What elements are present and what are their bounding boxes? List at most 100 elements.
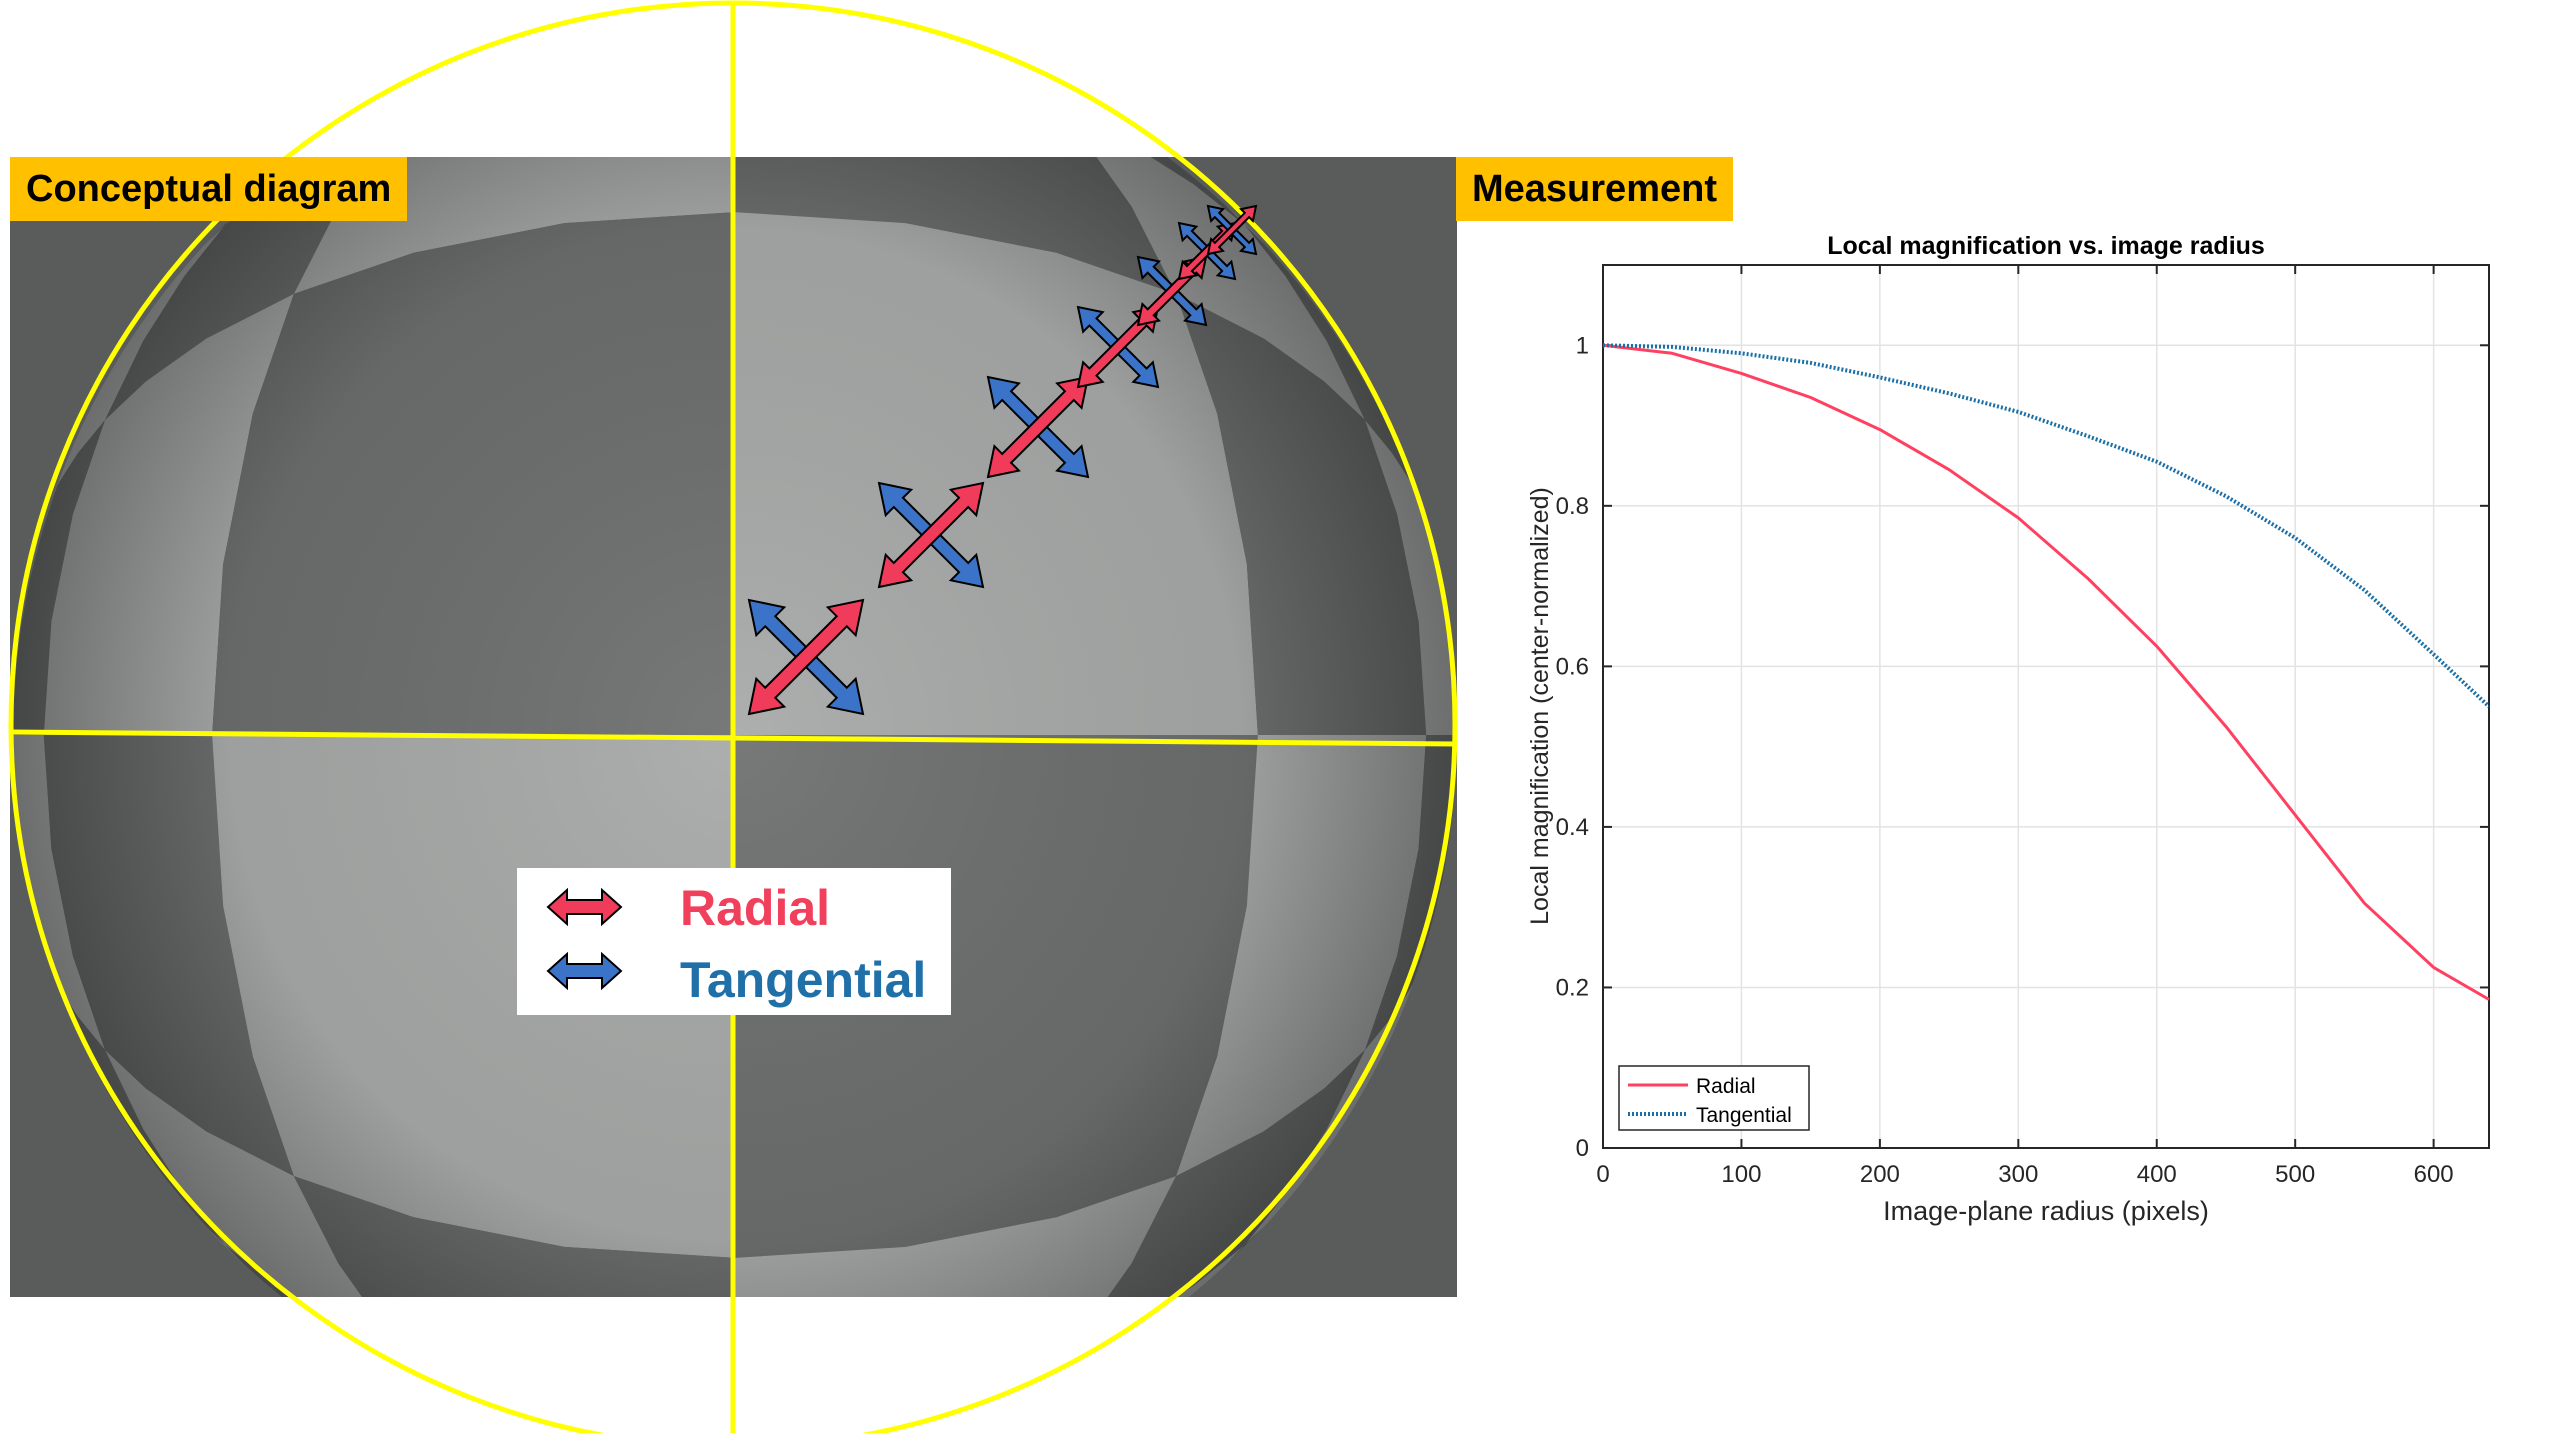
checker-square [409,33,535,82]
checker-square [439,1402,526,1433]
chart-plot-area [1602,264,2490,1149]
magnification-chart: 0 100 200 300 400 500 600 0 0.2 0.4 0.6 0.8 1 Local… [1526,232,2491,1226]
checker-square [330,1342,447,1406]
checker-square [855,15,1006,57]
checker-square [359,1361,433,1400]
checker-square [1459,645,1465,736]
checker-square [1085,1333,1154,1376]
checker-square [1461,735,1466,816]
chart-x-ticks: 0 100 200 300 400 500 600 [1596,265,2454,1188]
chart-grid [1603,265,2489,1148]
checker-square [1461,662,1465,735]
diagram-legend-box [517,868,951,1015]
checker-square [1127,1305,1191,1351]
checker-square [279,1305,409,1388]
guide-overlay [8,0,1458,1433]
conceptual-diagram-tag: Conceptual diagram [10,157,408,221]
checker-square [373,52,479,102]
checker-square [409,1388,535,1433]
checker-square [279,157,409,165]
checker-square [409,19,592,82]
checker-square [311,1329,409,1388]
chart-y-tick-label: 0.4 [1556,814,1589,841]
checker-square [985,1388,1062,1421]
checker-square [945,1402,1032,1433]
chart-legend-tangential-label: Tangential [1696,1104,1792,1127]
checker-square [409,49,486,82]
checker-square [1037,1361,1111,1400]
checker-square [1097,1295,1203,1297]
checker-square [1461,654,1466,735]
checker-square [912,28,1139,130]
checker-square [1458,632,1465,735]
chart-x-tick-label: 100 [1721,1161,1761,1188]
horizontal-guide-line [9,729,1457,747]
checker-square [735,1423,964,1433]
radial-arrow [747,598,865,716]
chart-y-tick-label: 0.8 [1556,493,1589,520]
chart-series [1602,343,2491,1001]
legend-radial-arrow-icon [546,887,623,927]
checker-square [267,1295,373,1297]
checker-square [966,1388,1062,1428]
checker-square [5,735,10,816]
checker-square [330,64,447,128]
magnification-arrows [747,204,1258,716]
checker-square [259,1289,349,1297]
checker-square [409,43,505,83]
chart-x-tick-label: 600 [2414,1161,2454,1188]
chart-x-tick-label: 200 [1860,1161,1900,1188]
radial-arrow [1206,204,1258,256]
checker-square [1006,1373,1089,1413]
checker-square [878,19,1061,82]
checker-square [966,1361,1111,1428]
diagram-legend-arrow-icons [546,887,623,991]
checker-square [1023,1342,1140,1406]
checker-square [5,735,9,808]
checker-square [297,1319,464,1413]
chart-title: Local magnification vs. image radius [1827,232,2265,260]
checker-square [479,22,577,51]
checker-square [1006,1319,1173,1413]
chart-series-line-radial [1602,343,2490,1001]
checker-square [525,17,604,36]
checker-square [535,11,645,33]
checker-square [735,1365,1050,1433]
chart-y-tick-label: 0.2 [1556,974,1589,1001]
legend-tangential-label: Tangential [680,952,927,1008]
chart-legend-box [1618,1065,1810,1131]
checker-square [504,12,632,42]
checker-square [1458,735,1465,838]
legend-radial-label: Radial [680,880,831,936]
checker-square [5,662,9,735]
checker-square [735,12,1050,105]
chart-legend-radial-label: Radial [1696,1075,1756,1098]
checker-square [1459,735,1465,826]
checker-square [297,57,464,151]
chart-x-tick-label: 500 [2275,1161,2315,1188]
chart-x-axis-label: Image-plane radius (pixels) [1883,1196,2209,1226]
checker-square [348,68,438,116]
chart-x-tick-label: 300 [1998,1161,2038,1188]
checker-square [420,12,735,105]
chart-y-tick-label: 0 [1576,1135,1589,1162]
chart-y-tick-label: 0.6 [1556,653,1589,680]
checker-square [311,82,409,141]
checker-square [1461,735,1465,808]
chart-y-tick-label: 1 [1576,332,1589,359]
checker-square [359,43,504,110]
checker-square [464,15,615,57]
radial-arrow [877,481,985,589]
checker-square [331,28,558,130]
chart-y-ticks: 0 0.2 0.4 0.6 0.8 1 [1556,332,2489,1162]
checker-square [381,57,464,97]
measurement-tag: Measurement [1456,157,1733,221]
checker-square [359,1361,504,1428]
checker-square [506,1423,735,1433]
checker-square [1062,1305,1192,1388]
checker-square [439,36,526,68]
chart-legend: Radial Tangential [1618,1065,1810,1131]
checker-square [504,19,592,42]
checker-square [838,12,966,42]
chart-x-tick-label: 400 [2137,1161,2177,1188]
